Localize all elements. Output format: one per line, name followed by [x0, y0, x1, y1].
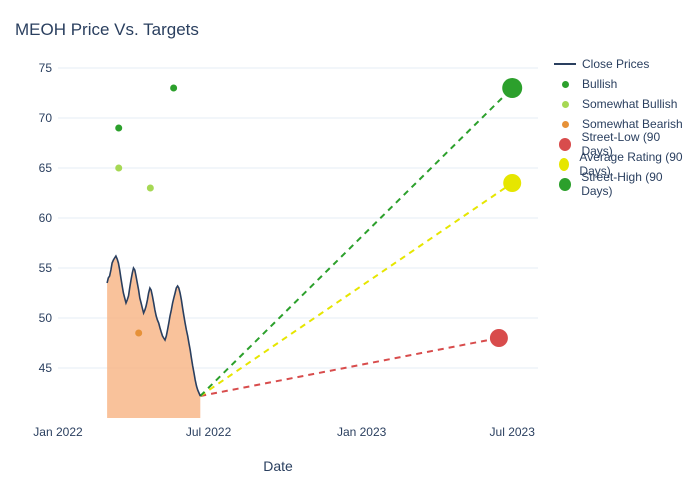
legend-item[interactable]: Street-High (90 Days) — [554, 175, 690, 193]
svg-text:Jul 2022: Jul 2022 — [186, 425, 232, 439]
chart-title: MEOH Price Vs. Targets — [15, 20, 690, 40]
svg-text:75: 75 — [39, 61, 53, 75]
legend-dot-icon — [559, 138, 571, 151]
svg-text:Jul 2023: Jul 2023 — [490, 425, 536, 439]
legend-item[interactable]: Somewhat Bullish — [554, 95, 690, 113]
legend-dot-icon — [559, 158, 569, 171]
x-axis-label: Date — [10, 458, 546, 474]
legend-dot-icon — [559, 178, 571, 191]
legend-dot-icon — [562, 121, 569, 128]
plot-svg: 45 50 55 60 65 70 75 Jan 2022 Jul 2022 Jan 2023 Ju… — [10, 50, 546, 452]
svg-text:Jan 2023: Jan 2023 — [337, 425, 387, 439]
svg-text:50: 50 — [39, 311, 53, 325]
plot-wrapper: Price 45505560657075Jan 2022Jul 2022Jan … — [10, 50, 690, 470]
chart-container: MEOH Price Vs. Targets Price 45505560657… — [0, 0, 700, 500]
plot-area: Price 45505560657075Jan 2022Jul 2022Jan … — [10, 50, 546, 470]
svg-text:70: 70 — [39, 111, 53, 125]
legend-item[interactable]: Bullish — [554, 75, 690, 93]
legend-dot-icon — [562, 81, 569, 88]
legend-dot-icon — [562, 101, 569, 108]
legend-label: Somewhat Bearish — [582, 117, 683, 131]
legend-label: Street-High (90 Days) — [581, 170, 690, 198]
legend-label: Close Prices — [582, 57, 649, 71]
legend-label: Somewhat Bullish — [582, 97, 677, 111]
legend-label: Bullish — [582, 77, 617, 91]
legend: Close Prices Bullish Somewhat Bullish Somew… — [546, 50, 690, 470]
svg-text:Jan 2022: Jan 2022 — [33, 425, 83, 439]
legend-line-swatch — [554, 63, 576, 65]
svg-text:55: 55 — [39, 261, 53, 275]
svg-text:65: 65 — [39, 161, 53, 175]
legend-item[interactable]: Close Prices — [554, 55, 690, 73]
svg-text:45: 45 — [39, 361, 53, 375]
svg-text:60: 60 — [39, 211, 53, 225]
